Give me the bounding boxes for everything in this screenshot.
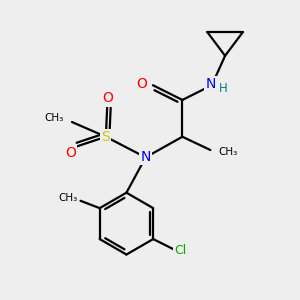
Text: N: N <box>205 77 215 91</box>
Text: O: O <box>102 92 113 106</box>
Text: S: S <box>101 130 110 144</box>
Text: O: O <box>136 77 147 91</box>
Text: CH₃: CH₃ <box>44 113 64 124</box>
Text: Cl: Cl <box>174 244 186 257</box>
Text: H: H <box>219 82 227 95</box>
Text: O: O <box>65 146 76 160</box>
Text: CH₃: CH₃ <box>219 147 238 158</box>
Text: CH₃: CH₃ <box>58 193 78 203</box>
Text: N: N <box>140 150 151 164</box>
